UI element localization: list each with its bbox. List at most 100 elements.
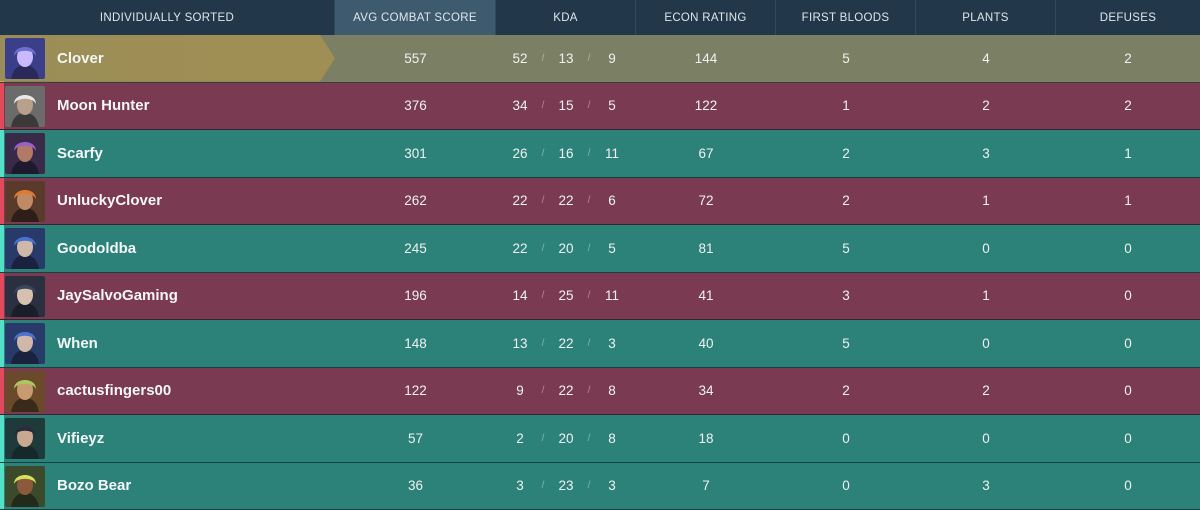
teal-hair-agent-icon xyxy=(5,418,45,459)
kda-separator: / xyxy=(587,242,591,254)
kda-separator: / xyxy=(541,52,545,64)
kda-value: 14 / 25 / 11 xyxy=(496,273,636,320)
kda-value: 26 / 16 / 11 xyxy=(496,130,636,177)
first-bloods-value: 2 xyxy=(842,193,850,209)
team-accent-bar xyxy=(0,177,4,224)
econ-rating-value: 41 xyxy=(698,288,714,304)
assists-value: 5 xyxy=(608,240,616,256)
plants-value: 4 xyxy=(982,50,990,66)
kda-value: 2 / 20 / 8 xyxy=(496,415,636,462)
kills-value: 2 xyxy=(516,430,524,446)
kda-separator: / xyxy=(541,147,545,159)
kda-value: 22 / 20 / 5 xyxy=(496,225,636,272)
player-row[interactable]: Vifieyz 57 2 / 20 / 8 18 0 0 0 xyxy=(0,415,1200,463)
player-row[interactable]: JaySalvoGaming 196 14 / 25 / 11 41 3 1 0 xyxy=(0,272,1200,320)
defuses-value: 0 xyxy=(1124,478,1132,494)
kda-separator: / xyxy=(587,195,591,207)
econ-rating-value: 67 xyxy=(698,145,714,161)
kda-separator: / xyxy=(541,385,545,397)
defuses-value: 0 xyxy=(1124,240,1132,256)
kda-value: 3 / 23 / 3 xyxy=(496,463,636,510)
plants-value: 1 xyxy=(982,288,990,304)
player-row[interactable]: UnluckyClover 262 22 / 22 / 6 72 2 1 1 xyxy=(0,177,1200,225)
plants-value: 1 xyxy=(982,193,990,209)
player-row[interactable]: Bozo Bear 36 3 / 23 / 3 7 0 3 0 xyxy=(0,462,1200,510)
kills-value: 3 xyxy=(516,478,524,494)
blue-hair-agent-icon xyxy=(5,323,45,364)
column-header-kda[interactable]: KDA xyxy=(496,0,636,35)
kda-separator: / xyxy=(541,100,545,112)
player-row[interactable]: cactusfingers00 122 9 / 22 / 8 34 2 2 0 xyxy=(0,367,1200,415)
player-row[interactable]: Goodoldba 245 22 / 20 / 5 81 5 0 0 xyxy=(0,225,1200,273)
acs-value: 245 xyxy=(404,240,427,256)
econ-rating-value: 40 xyxy=(698,335,714,351)
assists-value: 5 xyxy=(608,98,616,114)
assists-value: 8 xyxy=(608,383,616,399)
kda-separator: / xyxy=(541,290,545,302)
deaths-value: 16 xyxy=(558,145,574,161)
kills-value: 13 xyxy=(512,335,528,351)
deaths-value: 25 xyxy=(558,288,574,304)
column-header-acs[interactable]: AVG COMBAT SCORE xyxy=(335,0,496,35)
econ-rating-value: 122 xyxy=(694,98,718,114)
kda-separator: / xyxy=(587,432,591,444)
kda-separator: / xyxy=(541,242,545,254)
econ-rating-value: 7 xyxy=(702,478,710,494)
player-name: Scarfy xyxy=(57,144,103,162)
acs-value: 122 xyxy=(404,383,427,399)
kills-value: 34 xyxy=(512,98,528,114)
team-accent-bar xyxy=(0,130,4,177)
player-row[interactable]: When 148 13 / 22 / 3 40 5 0 0 xyxy=(0,320,1200,368)
player-cell: cactusfingers00 xyxy=(0,368,335,415)
team-accent-bar xyxy=(0,320,4,367)
player-cell: UnluckyClover xyxy=(0,178,335,225)
acs-value: 376 xyxy=(404,98,427,114)
green-bandana-agent-icon xyxy=(5,370,45,412)
kda-separator: / xyxy=(587,337,591,349)
sort-dropdown[interactable]: INDIVIDUALLY SORTED xyxy=(0,0,335,35)
kda-separator: / xyxy=(541,432,545,444)
player-name: JaySalvoGaming xyxy=(57,287,178,305)
kda-value: 52 / 13 / 9 xyxy=(496,35,636,82)
plants-value: 3 xyxy=(982,145,990,161)
econ-rating-value: 81 xyxy=(698,240,714,256)
deaths-value: 20 xyxy=(558,240,574,256)
acs-value: 557 xyxy=(404,50,427,66)
blonde-hair-agent-icon xyxy=(5,465,45,507)
player-name: Clover xyxy=(57,49,104,67)
defuses-value: 0 xyxy=(1124,430,1132,446)
kills-value: 22 xyxy=(512,240,528,256)
plants-value: 2 xyxy=(982,98,990,114)
column-header-econ[interactable]: ECON RATING xyxy=(636,0,776,35)
kda-value: 13 / 22 / 3 xyxy=(496,320,636,367)
column-header-defuses[interactable]: DEFUSES xyxy=(1099,11,1157,24)
kda-separator: / xyxy=(587,480,591,492)
kda-separator: / xyxy=(587,385,591,397)
deaths-value: 15 xyxy=(558,98,574,114)
player-name: cactusfingers00 xyxy=(57,382,172,400)
column-header-plants[interactable]: PLANTS xyxy=(916,0,1056,35)
assists-value: 6 xyxy=(608,193,616,209)
acs-value: 301 xyxy=(404,145,427,161)
kda-separator: / xyxy=(587,290,591,302)
player-name: Bozo Bear xyxy=(57,477,132,495)
kills-value: 26 xyxy=(512,145,528,161)
plants-value: 3 xyxy=(982,478,990,494)
assists-value: 9 xyxy=(608,50,616,66)
player-row[interactable]: Moon Hunter 376 34 / 15 / 5 122 1 2 2 xyxy=(0,82,1200,130)
player-row[interactable]: Scarfy 301 26 / 16 / 11 67 2 3 1 xyxy=(0,130,1200,178)
first-bloods-value: 1 xyxy=(842,98,850,114)
team-accent-bar xyxy=(0,82,4,129)
kda-value: 22 / 22 / 6 xyxy=(496,178,636,225)
kills-value: 9 xyxy=(516,383,524,399)
purple-hair-agent-icon xyxy=(5,133,45,174)
player-name: UnluckyClover xyxy=(57,192,163,210)
team-accent-bar xyxy=(0,225,4,272)
player-row[interactable]: Clover 557 52 / 13 / 9 144 5 4 2 xyxy=(0,35,1200,83)
player-cell: Scarfy xyxy=(0,130,335,177)
column-header-first-bloods[interactable]: FIRST BLOODS xyxy=(776,0,916,35)
assists-value: 8 xyxy=(608,430,616,446)
team-accent-bar xyxy=(0,367,4,414)
kda-separator: / xyxy=(587,52,591,64)
kills-value: 52 xyxy=(512,50,528,66)
